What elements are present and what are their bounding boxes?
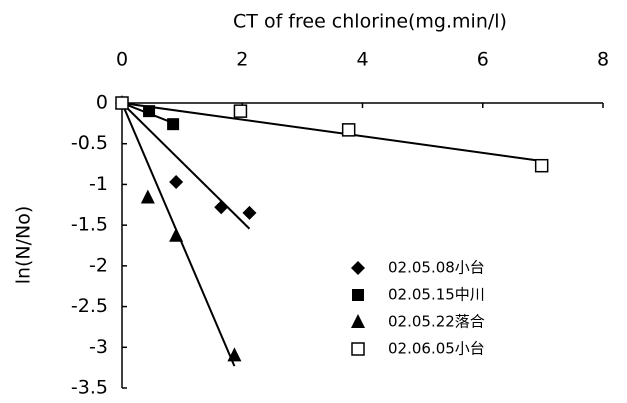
y-tick-label: -1.5 bbox=[71, 214, 108, 236]
point bbox=[341, 123, 356, 137]
point bbox=[242, 205, 257, 220]
y-tick-label: -3 bbox=[89, 336, 108, 358]
y-tick-label: -3.5 bbox=[71, 377, 108, 399]
y-tick-label: -1 bbox=[89, 173, 108, 195]
legend-marker bbox=[351, 261, 365, 275]
point bbox=[227, 347, 242, 362]
x-axis-label: CT of free chlorine(mg.min/l) bbox=[233, 11, 507, 33]
point bbox=[169, 174, 184, 189]
x-tick-label: 2 bbox=[236, 49, 248, 71]
y-tick-label: 0 bbox=[96, 92, 108, 114]
point bbox=[233, 104, 248, 118]
trend-line bbox=[121, 102, 542, 162]
legend-label: 02.06.05小台 bbox=[388, 340, 485, 358]
point bbox=[167, 118, 180, 131]
y-tick-label: -0.5 bbox=[71, 132, 108, 154]
legend-marker bbox=[351, 314, 365, 328]
legend-label: 02.05.08小台 bbox=[388, 259, 485, 277]
point bbox=[534, 158, 549, 173]
legend-marker bbox=[352, 289, 364, 301]
legend-marker bbox=[351, 342, 365, 356]
point bbox=[214, 200, 229, 215]
x-tick-label: 0 bbox=[116, 49, 128, 71]
trend-line bbox=[121, 102, 251, 230]
point bbox=[140, 189, 155, 204]
point bbox=[169, 227, 184, 242]
x-tick-label: 6 bbox=[477, 49, 489, 71]
y-axis-label: ln(N/No) bbox=[13, 206, 35, 285]
legend-label: 02.05.22落合 bbox=[388, 313, 485, 331]
y-tick-label: -2 bbox=[89, 254, 108, 276]
point bbox=[115, 96, 129, 110]
x-tick-label: 4 bbox=[356, 49, 368, 71]
x-tick-label: 8 bbox=[597, 49, 609, 71]
y-tick-label: -2.5 bbox=[71, 295, 108, 317]
legend-label: 02.05.15中川 bbox=[388, 286, 485, 304]
